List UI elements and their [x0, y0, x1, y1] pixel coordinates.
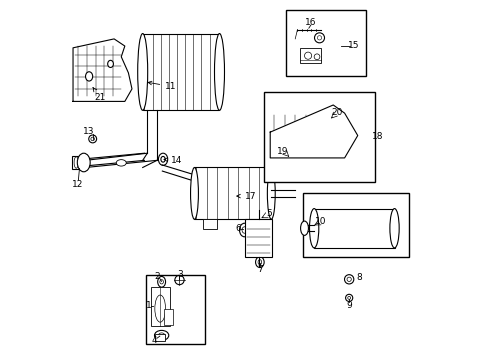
Ellipse shape — [255, 257, 264, 267]
Ellipse shape — [314, 33, 324, 43]
Ellipse shape — [190, 167, 198, 219]
Text: 6: 6 — [235, 224, 241, 233]
Text: 2: 2 — [154, 272, 160, 281]
Text: 16: 16 — [305, 18, 316, 27]
Bar — [203, 219, 217, 229]
Bar — [303, 193, 408, 257]
Bar — [146, 275, 205, 344]
Text: 3: 3 — [177, 270, 183, 279]
Text: 5: 5 — [266, 210, 272, 219]
Text: 13: 13 — [82, 127, 94, 136]
Bar — [194, 167, 271, 219]
Bar — [264, 93, 374, 182]
Ellipse shape — [138, 33, 147, 111]
Text: 21: 21 — [93, 87, 105, 102]
Bar — [155, 334, 164, 342]
Ellipse shape — [239, 223, 249, 237]
Text: 20: 20 — [331, 108, 343, 117]
Text: 7: 7 — [257, 265, 262, 274]
Ellipse shape — [85, 72, 93, 81]
Text: 1: 1 — [145, 301, 151, 310]
Ellipse shape — [300, 221, 308, 235]
Ellipse shape — [214, 33, 224, 111]
Text: 11: 11 — [148, 81, 176, 91]
Ellipse shape — [258, 260, 261, 265]
Bar — [248, 219, 262, 229]
Ellipse shape — [242, 227, 246, 233]
Bar — [244, 219, 271, 257]
Ellipse shape — [154, 330, 168, 341]
Bar — [299, 48, 321, 63]
Ellipse shape — [347, 296, 350, 299]
Ellipse shape — [77, 153, 90, 172]
Ellipse shape — [160, 280, 163, 284]
Text: 17: 17 — [236, 192, 256, 201]
Text: 19: 19 — [276, 147, 288, 156]
Text: 4: 4 — [151, 336, 157, 345]
Ellipse shape — [157, 276, 165, 287]
Bar — [285, 10, 365, 76]
Ellipse shape — [317, 36, 321, 40]
Text: 8: 8 — [356, 273, 362, 282]
Text: 12: 12 — [71, 180, 83, 189]
Ellipse shape — [304, 52, 311, 59]
Text: 10: 10 — [314, 217, 325, 226]
Ellipse shape — [161, 157, 165, 162]
Text: 18: 18 — [371, 132, 383, 141]
Ellipse shape — [309, 208, 318, 248]
Ellipse shape — [267, 167, 275, 219]
Ellipse shape — [88, 135, 97, 143]
Polygon shape — [73, 39, 132, 102]
Bar — [150, 287, 170, 327]
Ellipse shape — [345, 294, 352, 301]
Text: 14: 14 — [163, 156, 183, 165]
Ellipse shape — [389, 208, 398, 248]
Bar — [164, 309, 173, 325]
Ellipse shape — [175, 275, 184, 285]
Ellipse shape — [330, 121, 338, 131]
Text: 9: 9 — [346, 301, 351, 310]
Ellipse shape — [158, 153, 167, 165]
Ellipse shape — [346, 277, 350, 282]
Bar — [313, 208, 394, 248]
Bar — [72, 157, 80, 168]
Ellipse shape — [91, 137, 94, 141]
Ellipse shape — [107, 60, 113, 67]
Polygon shape — [270, 105, 357, 158]
Ellipse shape — [116, 159, 126, 166]
Bar — [142, 33, 219, 111]
Ellipse shape — [279, 131, 288, 143]
Ellipse shape — [74, 157, 78, 168]
Ellipse shape — [313, 54, 319, 60]
Ellipse shape — [155, 295, 165, 322]
Ellipse shape — [344, 275, 353, 284]
Text: 15: 15 — [347, 41, 359, 50]
Ellipse shape — [158, 333, 164, 338]
